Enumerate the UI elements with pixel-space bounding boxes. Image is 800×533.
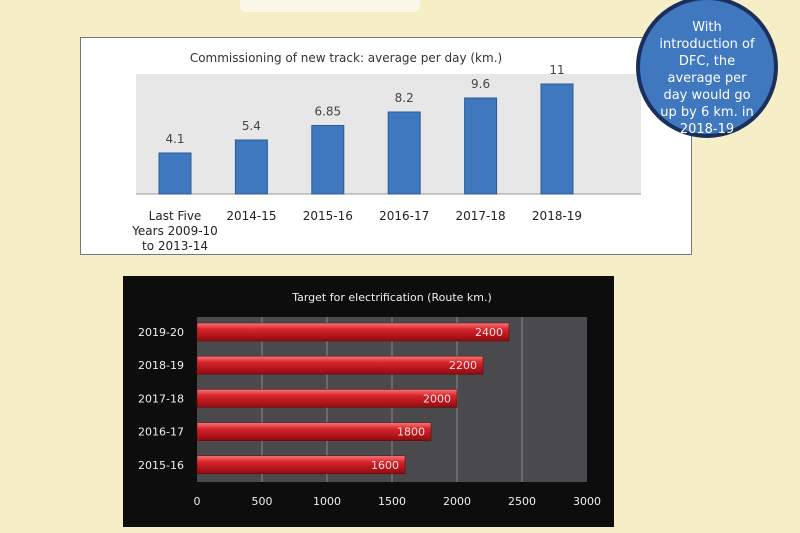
data-label: 1600 — [371, 459, 399, 472]
category-label: to 2013-14 — [142, 239, 208, 253]
electrification-chart-svg: 0 500 1000 1500 2000 2500 3000 Target for elect… — [138, 291, 601, 508]
bar — [387, 111, 421, 195]
bar — [196, 389, 458, 408]
x-tick-label: 2500 — [508, 495, 536, 508]
background-glow — [240, 0, 420, 12]
x-tick-label: 1500 — [378, 495, 406, 508]
category-label: 2016-17 — [379, 209, 429, 223]
dfc-callout-bubble: With introduction of DFC, the average pe… — [636, 0, 778, 138]
x-tick-label: 2000 — [443, 495, 471, 508]
chart-title: Commissioning of new track: average per … — [190, 51, 502, 65]
category-label: 2014-15 — [226, 209, 276, 223]
category-label: 2017-18 — [456, 209, 506, 223]
category-label: 2015-16 — [303, 209, 353, 223]
category-label: 2019-20 — [138, 326, 184, 339]
data-label: 4.1 — [165, 132, 184, 146]
data-label: 5.4 — [242, 119, 261, 133]
bar — [234, 139, 268, 195]
track-chart-svg: Commissioning of new track: average per … — [131, 51, 641, 253]
data-label: 2400 — [475, 326, 503, 339]
category-label: 2016-17 — [138, 426, 184, 439]
bar — [311, 125, 345, 195]
x-tick-label: 500 — [252, 495, 273, 508]
data-label: 8.2 — [395, 91, 414, 105]
electrification-chart: 0 500 1000 1500 2000 2500 3000 Target for elect… — [123, 276, 614, 527]
category-label: 2015-16 — [138, 459, 184, 472]
bar — [464, 97, 498, 195]
x-tick-label: 3000 — [573, 495, 601, 508]
callout-text: With introduction of DFC, the average pe… — [659, 19, 755, 137]
track-commissioning-chart: Commissioning of new track: average per … — [80, 37, 692, 255]
bar — [158, 152, 192, 195]
bar — [196, 322, 510, 342]
category-label: 2017-18 — [138, 392, 184, 405]
bar — [196, 455, 406, 475]
data-label: 2000 — [423, 392, 451, 405]
data-label: 2200 — [449, 359, 477, 372]
category-label: 2018-19 — [532, 209, 582, 223]
x-tick-label: 1000 — [313, 495, 341, 508]
category-label: Years 2009-10 — [131, 224, 218, 238]
bar — [196, 422, 432, 441]
x-tick-label: 0 — [194, 495, 201, 508]
bar — [196, 355, 484, 375]
data-label: 6.85 — [314, 105, 341, 119]
bar — [540, 83, 574, 195]
data-label: 9.6 — [471, 77, 490, 91]
category-label: 2018-19 — [138, 359, 184, 372]
data-label: 11 — [549, 63, 564, 77]
data-label: 1800 — [397, 426, 425, 439]
chart-title: Target for electrification (Route km.) — [291, 291, 492, 304]
category-label: Last Five — [149, 209, 202, 223]
